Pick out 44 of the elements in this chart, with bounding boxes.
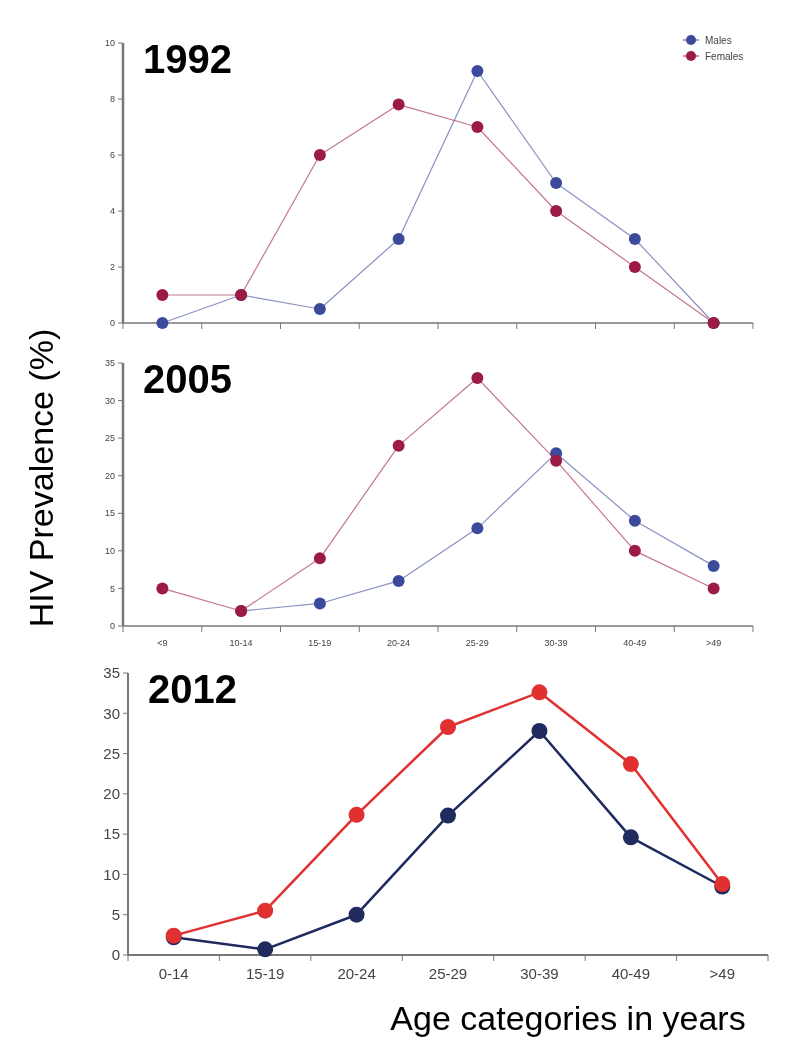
y-tick-label: 30 — [103, 704, 120, 722]
y-tick-label: 10 — [103, 865, 120, 883]
y-tick-label: 25 — [103, 744, 120, 762]
y-tick-label: 35 — [103, 664, 120, 682]
x-tick-label: 30-39 — [520, 965, 559, 982]
y-tick-label: 20 — [103, 785, 120, 803]
x-tick-label: <9 — [157, 638, 168, 648]
y-tick-label: 25 — [104, 433, 115, 444]
y-tick-label: 10 — [104, 38, 115, 49]
y-tick-label: 35 — [104, 358, 115, 369]
x-axis-title: Age categories in years — [390, 999, 746, 1037]
y-tick-label: 0 — [109, 621, 115, 632]
y-tick-label: 5 — [109, 583, 115, 594]
chart-title: 1992 — [143, 37, 232, 81]
y-tick-label: 15 — [104, 508, 115, 519]
y-tick-label: 10 — [104, 546, 115, 557]
y-axis-title: HIV Prevalence (%) — [22, 328, 60, 628]
x-tick-label: 15-19 — [245, 965, 285, 982]
legend-label: Males — [705, 34, 732, 46]
x-tick-label: 25-29 — [428, 965, 468, 982]
x-tick-label: 10-14 — [229, 638, 253, 648]
y-tick-label: 6 — [109, 150, 115, 161]
legend-label: Females — [705, 50, 744, 62]
x-tick-label: 20-24 — [387, 638, 411, 648]
y-tick-label: 5 — [111, 905, 120, 923]
y-tick-label: 4 — [109, 206, 115, 217]
x-tick-label: 20-24 — [337, 965, 376, 982]
x-tick-label: >49 — [705, 638, 722, 648]
x-tick-label: >49 — [709, 965, 736, 982]
x-tick-label: 40-49 — [623, 638, 647, 648]
y-tick-label: 8 — [109, 94, 115, 105]
x-tick-label: 15-19 — [308, 638, 332, 648]
y-tick-label: 20 — [104, 470, 115, 481]
x-tick-label: 30-39 — [544, 638, 568, 648]
y-tick-label: 0 — [109, 318, 115, 329]
y-tick-label: 0 — [111, 946, 120, 964]
chart-title: 2005 — [143, 357, 232, 401]
x-tick-label: 25-29 — [465, 638, 489, 648]
y-tick-label: 15 — [103, 825, 120, 843]
chart-title: 2012 — [148, 667, 237, 711]
x-tick-label: 0-14 — [158, 965, 189, 982]
y-tick-label: 30 — [104, 395, 115, 406]
y-tick-label: 2 — [109, 262, 115, 273]
x-tick-label: 40-49 — [611, 965, 651, 982]
